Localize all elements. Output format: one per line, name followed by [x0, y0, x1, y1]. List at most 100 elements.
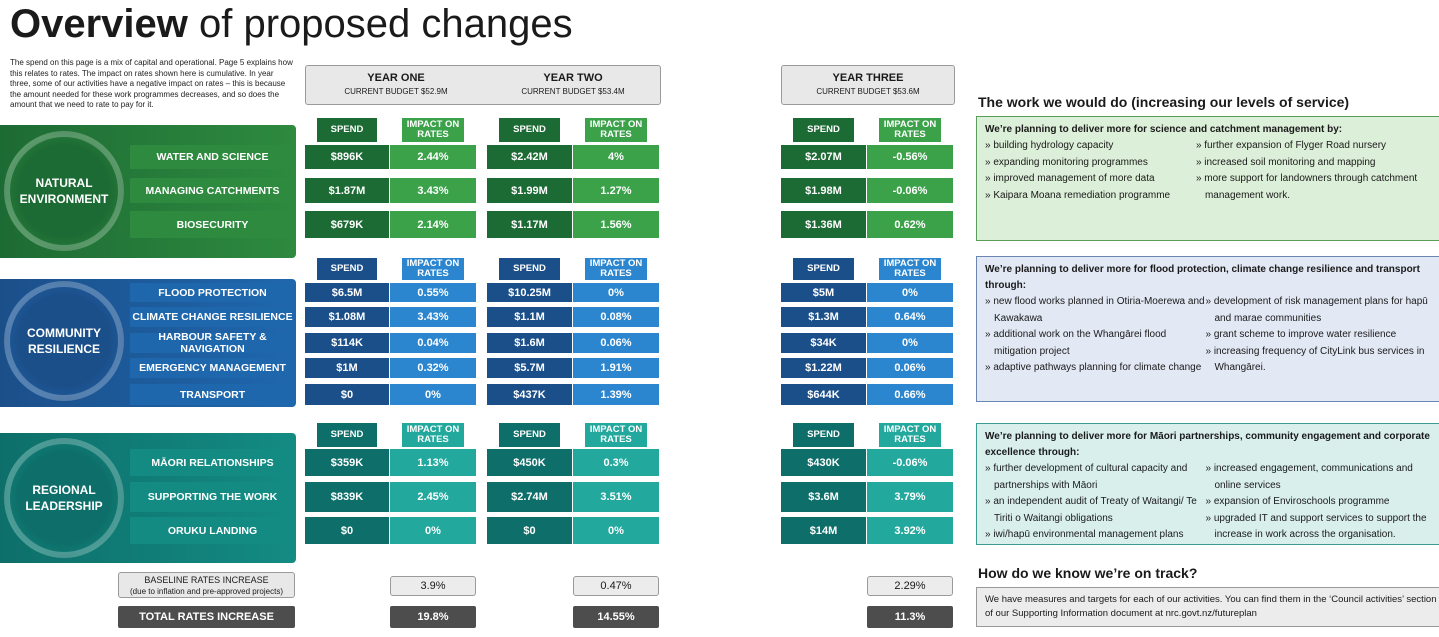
row-label: SUPPORTING THE WORK — [130, 482, 295, 512]
spend-cell: $1.1M — [487, 307, 572, 327]
group-circle: COMMUNITY RESILIENCE — [4, 281, 124, 401]
row-label: ORUKU LANDING — [130, 517, 295, 544]
spend-cell: $6.5M — [305, 283, 389, 302]
spend-cell: $2.07M — [781, 145, 866, 169]
baseline-year-two: 0.47% — [573, 576, 659, 596]
impact-cell: 2.44% — [390, 145, 476, 169]
spend-header: SPEND — [317, 258, 377, 280]
impact-header: IMPACT ON RATES — [879, 258, 941, 280]
impact-header: IMPACT ON RATES — [402, 423, 464, 447]
group-circle: NATURAL ENVIRONMENT — [4, 131, 124, 251]
total-year-three: 11.3% — [867, 606, 953, 628]
impact-header: IMPACT ON RATES — [585, 258, 647, 280]
spend-cell: $430K — [781, 449, 866, 476]
impact-cell: 3.92% — [867, 517, 953, 544]
impact-header: IMPACT ON RATES — [402, 258, 464, 280]
impact-cell: 2.45% — [390, 482, 476, 512]
spend-header: SPEND — [317, 118, 377, 142]
year-header-1-2: YEAR ONE CURRENT BUDGET $52.9M YEAR TWO … — [305, 65, 661, 105]
impact-cell: 1.27% — [573, 178, 659, 203]
impact-cell: -0.06% — [867, 178, 953, 203]
spend-header: SPEND — [793, 258, 854, 280]
impact-cell: 1.56% — [573, 211, 659, 238]
impact-cell: -0.06% — [867, 449, 953, 476]
impact-cell: 0.08% — [573, 307, 659, 327]
impact-cell: 0.06% — [573, 333, 659, 353]
impact-cell: 3.51% — [573, 482, 659, 512]
impact-cell: 0% — [573, 517, 659, 544]
spend-cell: $1.17M — [487, 211, 572, 238]
row-label: HARBOUR SAFETY & NAVIGATION — [130, 331, 295, 355]
spend-cell: $5M — [781, 283, 866, 302]
spend-header: SPEND — [317, 423, 377, 447]
row-label: CLIMATE CHANGE RESILIENCE — [130, 307, 295, 327]
spend-header: SPEND — [499, 258, 560, 280]
spend-cell: $450K — [487, 449, 572, 476]
spend-cell: $1.36M — [781, 211, 866, 238]
work-heading: The work we would do (increasing our lev… — [978, 94, 1350, 110]
impact-cell: 0% — [390, 517, 476, 544]
impact-cell: 3.43% — [390, 178, 476, 203]
impact-cell: 0% — [867, 333, 953, 353]
year-one: YEAR ONE CURRENT BUDGET $52.9M — [344, 72, 448, 96]
spend-cell: $114K — [305, 333, 389, 353]
spend-cell: $1.08M — [305, 307, 389, 327]
impact-cell: 1.39% — [573, 384, 659, 405]
impact-header: IMPACT ON RATES — [879, 118, 941, 142]
spend-cell: $3.6M — [781, 482, 866, 512]
group-circle: REGIONAL LEADERSHIP — [4, 438, 124, 558]
title-bold: Overview — [10, 2, 188, 46]
impact-header: IMPACT ON RATES — [402, 118, 464, 142]
impact-cell: 0.32% — [390, 358, 476, 378]
row-label: TRANSPORT — [130, 384, 295, 405]
regional-work-box: We’re planning to deliver more for Māori… — [976, 423, 1439, 545]
impact-cell: 2.14% — [390, 211, 476, 238]
baseline-label: BASELINE RATES INCREASE (due to inflatio… — [118, 572, 295, 598]
track-box: We have measures and targets for each of… — [976, 587, 1439, 627]
spend-cell: $0 — [305, 517, 389, 544]
spend-cell: $1.22M — [781, 358, 866, 378]
community-work-box: We’re planning to deliver more for flood… — [976, 256, 1439, 402]
impact-cell: 0% — [573, 283, 659, 302]
intro-text: The spend on this page is a mix of capit… — [10, 58, 293, 109]
spend-cell: $1.98M — [781, 178, 866, 203]
spend-cell: $2.74M — [487, 482, 572, 512]
track-heading: How do we know we’re on track? — [978, 565, 1198, 581]
impact-header: IMPACT ON RATES — [585, 423, 647, 447]
spend-cell: $0 — [305, 384, 389, 405]
impact-cell: 0.55% — [390, 283, 476, 302]
impact-cell: 0.66% — [867, 384, 953, 405]
impact-cell: -0.56% — [867, 145, 953, 169]
spend-cell: $10.25M — [487, 283, 572, 302]
page-title: Overview of proposed changes — [10, 2, 573, 47]
spend-cell: $679K — [305, 211, 389, 238]
row-label: BIOSECURITY — [130, 211, 295, 238]
row-label: WATER AND SCIENCE — [130, 145, 295, 169]
impact-cell: 1.91% — [573, 358, 659, 378]
row-label: MĀORI RELATIONSHIPS — [130, 449, 295, 476]
impact-header: IMPACT ON RATES — [585, 118, 647, 142]
spend-cell: $14M — [781, 517, 866, 544]
total-label: TOTAL RATES INCREASE — [118, 606, 295, 628]
spend-cell: $5.7M — [487, 358, 572, 378]
impact-cell: 0.62% — [867, 211, 953, 238]
spend-header: SPEND — [793, 118, 854, 142]
impact-cell: 0.3% — [573, 449, 659, 476]
impact-cell: 4% — [573, 145, 659, 169]
year-three: YEAR THREE CURRENT BUDGET $53.6M — [816, 72, 920, 96]
impact-cell: 1.13% — [390, 449, 476, 476]
total-year-two: 14.55% — [573, 606, 659, 628]
spend-header: SPEND — [793, 423, 854, 447]
year-header-3: YEAR THREE CURRENT BUDGET $53.6M — [781, 65, 955, 105]
spend-cell: $437K — [487, 384, 572, 405]
spend-header: SPEND — [499, 423, 560, 447]
spend-cell: $0 — [487, 517, 572, 544]
baseline-year-one: 3.9% — [390, 576, 476, 596]
baseline-year-three: 2.29% — [867, 576, 953, 596]
impact-cell: 0% — [390, 384, 476, 405]
spend-cell: $896K — [305, 145, 389, 169]
spend-cell: $1.87M — [305, 178, 389, 203]
total-year-one: 19.8% — [390, 606, 476, 628]
row-label: MANAGING CATCHMENTS — [130, 178, 295, 203]
spend-cell: $839K — [305, 482, 389, 512]
